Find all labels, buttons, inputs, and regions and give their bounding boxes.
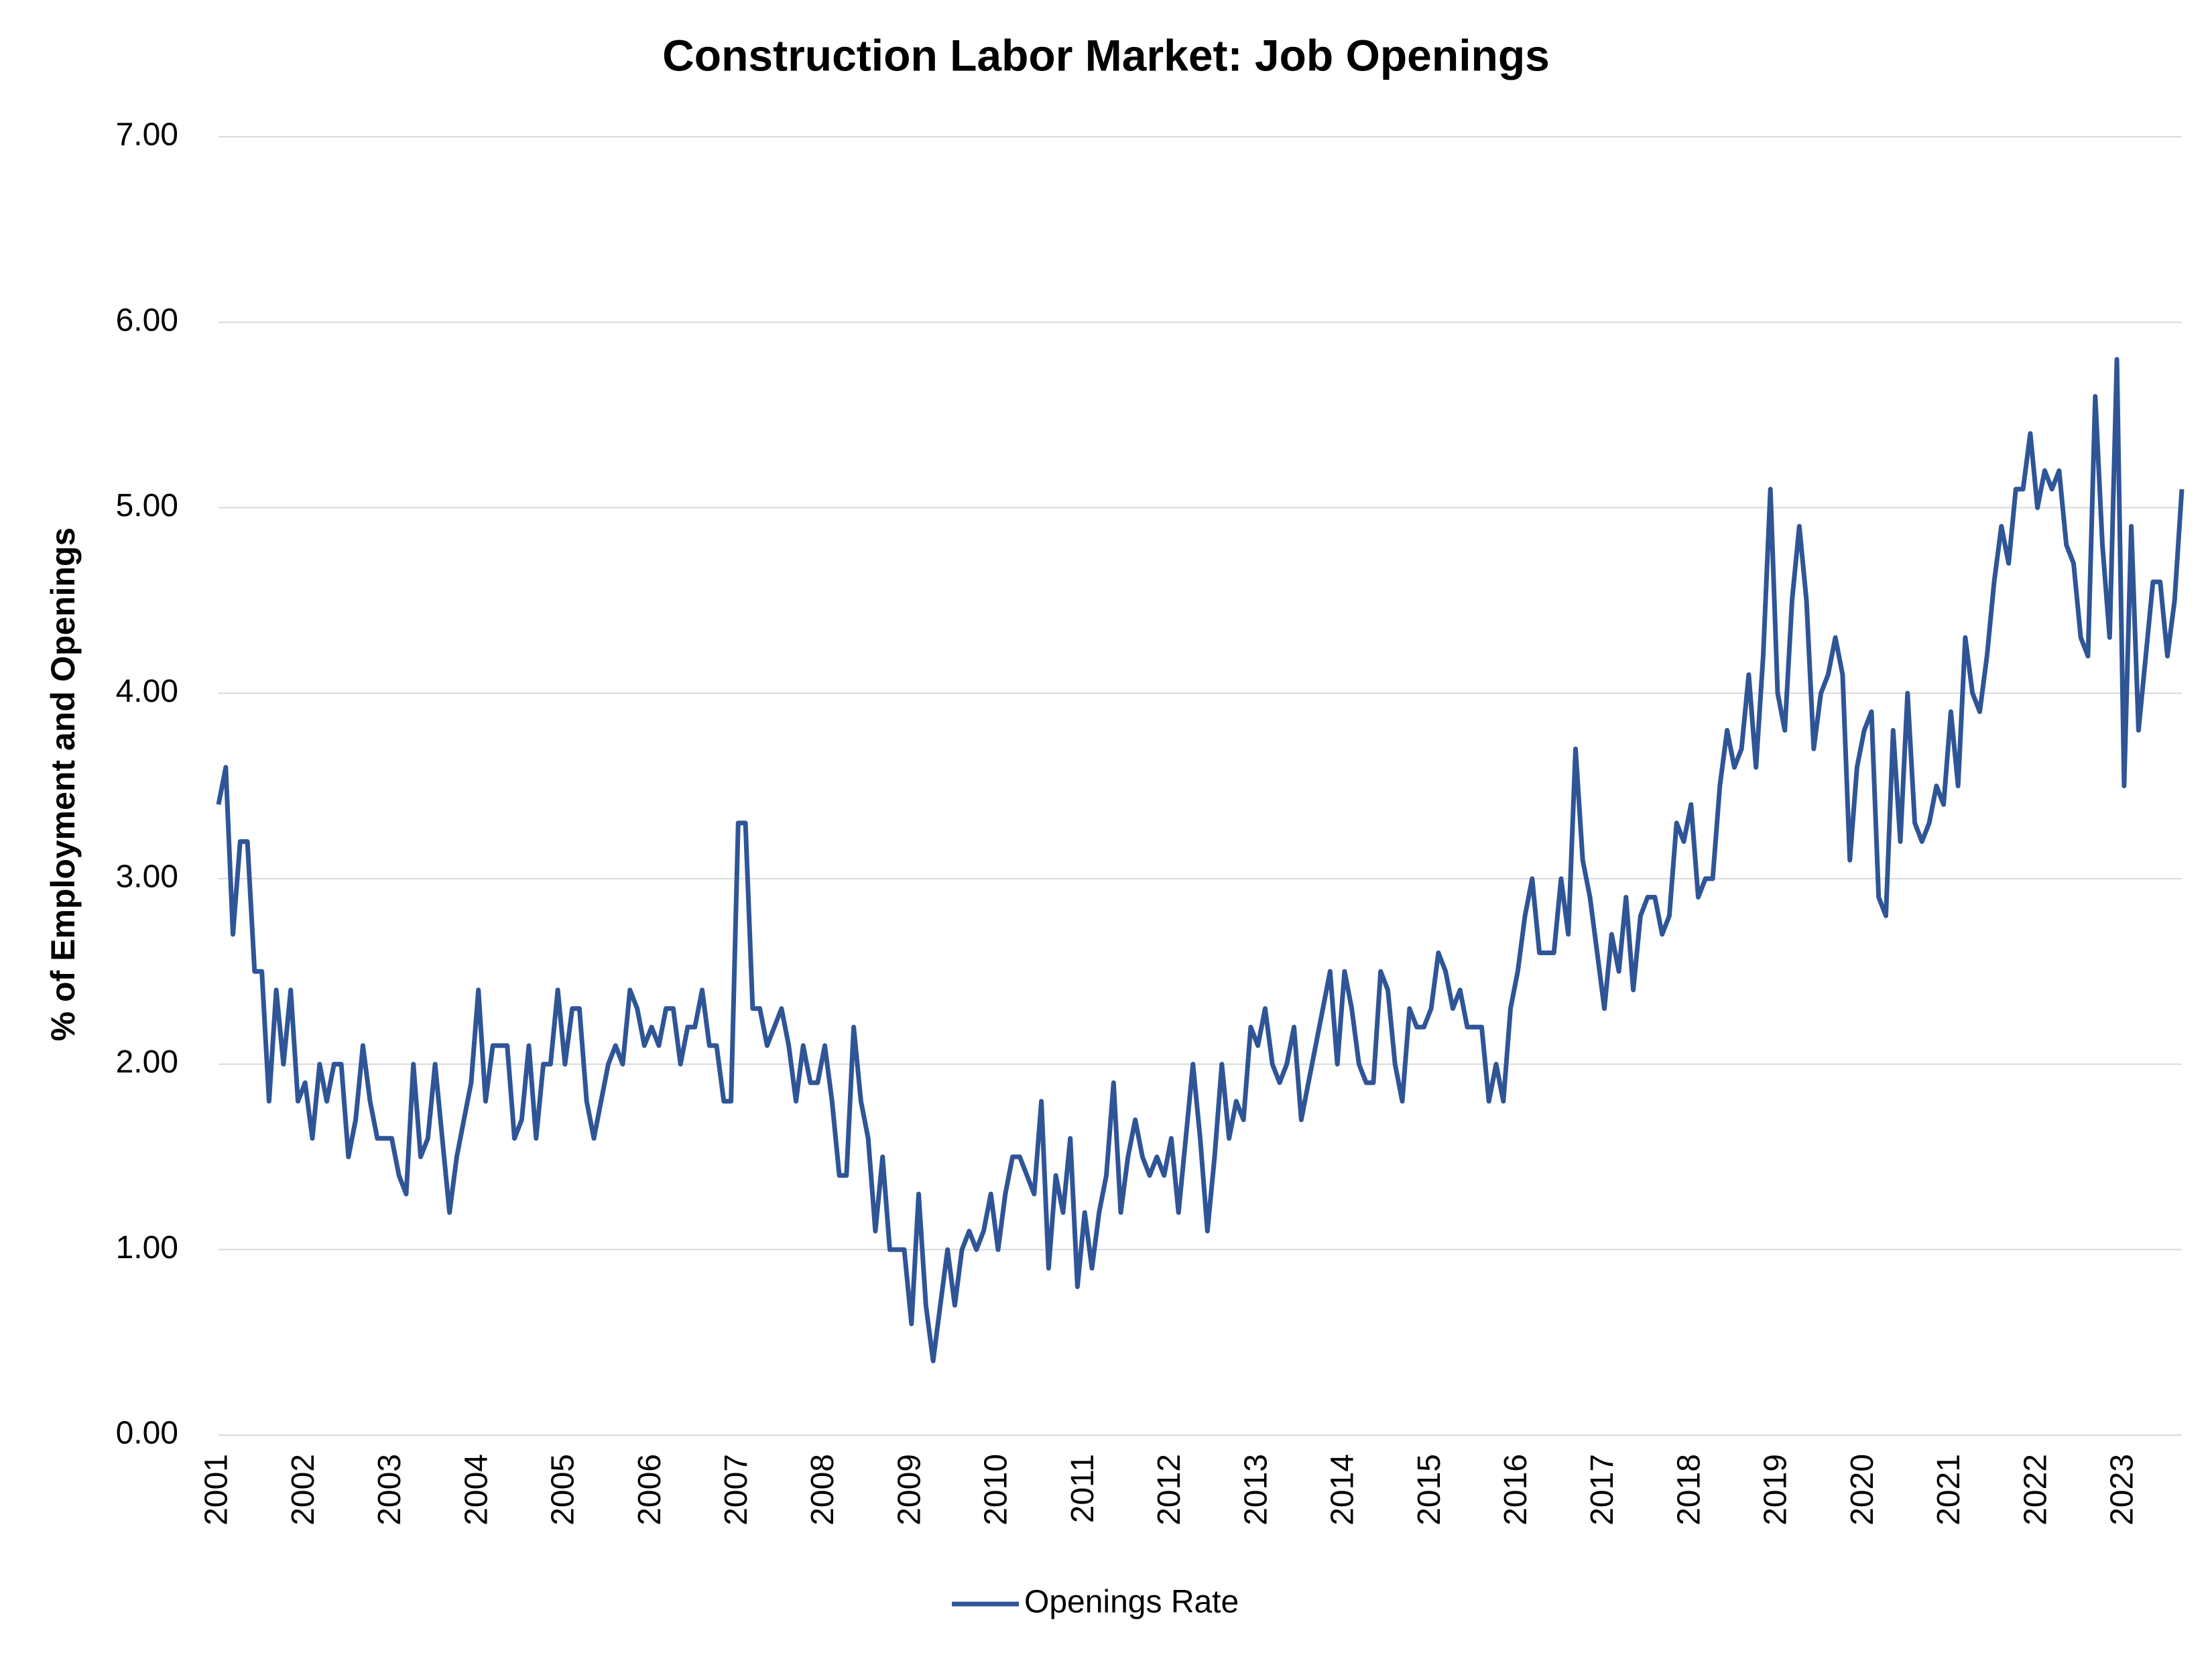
x-tick-label: 2005 bbox=[546, 1454, 581, 1526]
x-tick-label: 2023 bbox=[2105, 1454, 2140, 1526]
x-tick-label: 2012 bbox=[1152, 1454, 1187, 1526]
x-tick-label: 2021 bbox=[1931, 1454, 1967, 1526]
x-tick-label: 2017 bbox=[1585, 1454, 1620, 1526]
y-tick-label: 1.00 bbox=[116, 1230, 178, 1266]
x-tick-label: 2001 bbox=[199, 1454, 235, 1526]
y-tick-label: 7.00 bbox=[116, 117, 178, 153]
x-tick-label: 2018 bbox=[1671, 1454, 1707, 1526]
legend-label: Openings Rate bbox=[1024, 1585, 1239, 1620]
x-tick-label: 2013 bbox=[1238, 1454, 1274, 1526]
x-tick-label: 2020 bbox=[1845, 1454, 1880, 1526]
y-axis-label: % of Employment and Openings bbox=[44, 528, 82, 1042]
x-tick-label: 2015 bbox=[1412, 1454, 1447, 1526]
x-tick-label: 2014 bbox=[1325, 1454, 1361, 1526]
x-tick-label: 2004 bbox=[458, 1454, 494, 1526]
y-tick-label: 4.00 bbox=[116, 674, 178, 709]
x-tick-label: 2002 bbox=[286, 1454, 321, 1526]
x-tick-label: 2003 bbox=[372, 1454, 408, 1526]
x-tick-label: 2016 bbox=[1498, 1454, 1534, 1526]
x-tick-label: 2019 bbox=[1758, 1454, 1794, 1526]
y-tick-label: 0.00 bbox=[116, 1416, 178, 1451]
x-tick-label: 2010 bbox=[979, 1454, 1014, 1526]
x-tick-label: 2011 bbox=[1065, 1454, 1101, 1523]
x-tick-label: 2006 bbox=[632, 1454, 668, 1526]
x-tick-label: 2009 bbox=[892, 1454, 927, 1526]
series-line bbox=[216, 357, 2185, 1363]
y-tick-label: 3.00 bbox=[116, 859, 178, 895]
x-tick-label: 2007 bbox=[719, 1454, 754, 1526]
x-tick-label: 2022 bbox=[2018, 1454, 2053, 1526]
y-tick-label: 2.00 bbox=[116, 1044, 178, 1080]
x-tick-label: 2008 bbox=[805, 1454, 841, 1526]
y-tick-label: 6.00 bbox=[116, 302, 178, 338]
chart-title: Construction Labor Market: Job Openings bbox=[662, 30, 1550, 80]
y-tick-label: 5.00 bbox=[116, 488, 178, 524]
